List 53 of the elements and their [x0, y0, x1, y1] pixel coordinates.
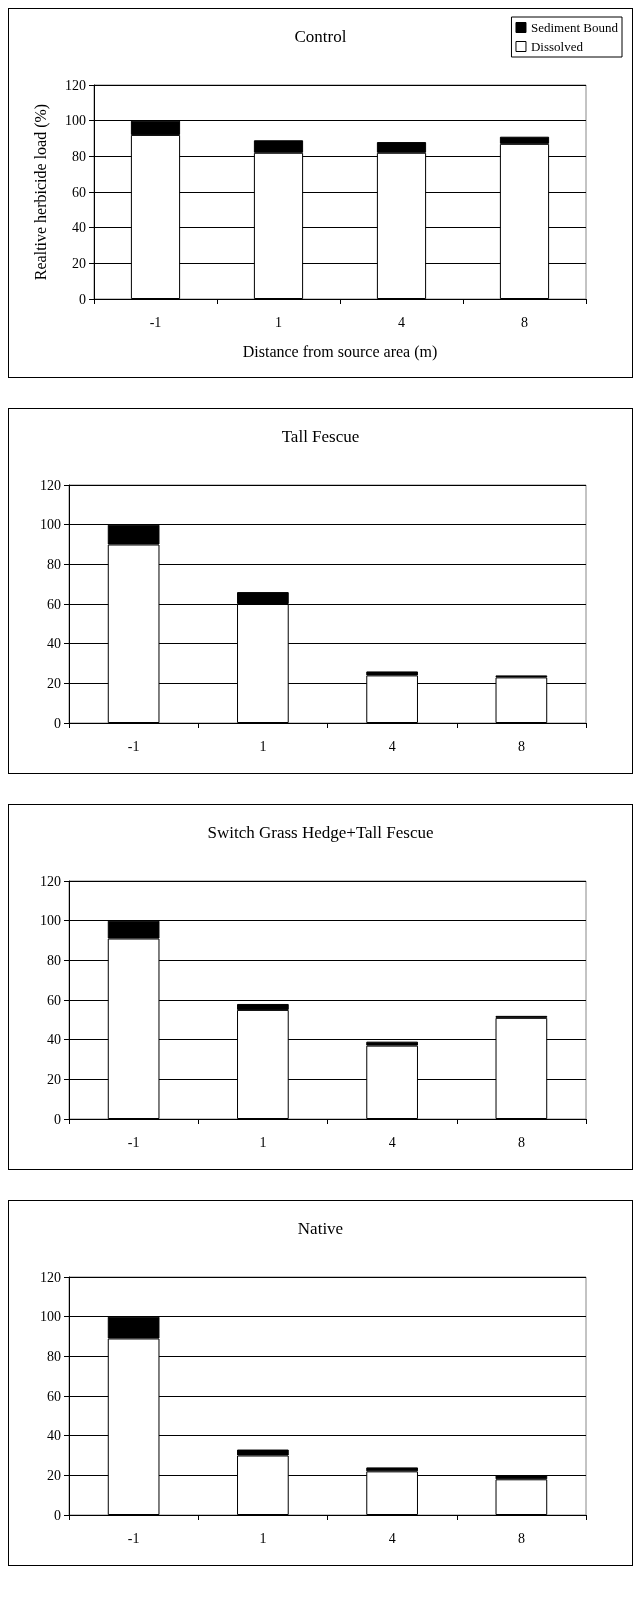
- y-tick-label: 20: [47, 1467, 61, 1483]
- chart-title: Tall Fescue: [281, 427, 360, 446]
- y-tick-label: 20: [47, 1071, 61, 1087]
- y-tick-label: 100: [40, 913, 61, 929]
- y-tick-label: 40: [72, 220, 86, 236]
- y-tick-label: 80: [47, 1348, 61, 1364]
- chart-title: Native: [297, 1219, 344, 1238]
- x-axis-title: Distance from source area (m): [242, 342, 438, 361]
- x-tick-label: 8: [517, 1530, 525, 1546]
- y-tick-label: 60: [72, 184, 86, 200]
- y-tick-label: 80: [72, 148, 86, 164]
- y-tick-label: 120: [65, 77, 86, 93]
- x-tick-label: 8: [517, 1134, 525, 1150]
- x-tick-label: 4: [388, 1530, 396, 1546]
- y-tick-label: 100: [40, 1309, 61, 1325]
- x-tick-label: 8: [517, 738, 525, 754]
- y-tick-label: 120: [40, 873, 61, 889]
- x-tick-label: 1: [275, 314, 282, 330]
- y-tick-label: 120: [40, 1269, 61, 1285]
- x-tick-label: -1: [127, 1530, 140, 1546]
- x-tick-label: 4: [388, 1134, 396, 1150]
- chart-title: Control: [294, 27, 347, 46]
- y-tick-label: 60: [47, 1388, 61, 1404]
- y-tick-label: 120: [40, 477, 61, 493]
- y-tick-label: 80: [47, 952, 61, 968]
- y-tick-label: 40: [47, 1428, 61, 1444]
- legend-label: Dissolved: [530, 39, 584, 54]
- y-tick-label: 40: [47, 636, 61, 652]
- y-tick-label: 60: [47, 992, 61, 1008]
- y-tick-label: 0: [79, 291, 86, 307]
- y-tick-label: 20: [72, 255, 86, 271]
- y-axis-title: Realtive herbicide load (%): [31, 103, 50, 281]
- x-tick-label: 4: [388, 738, 396, 754]
- chart-title: Switch Grass Hedge+Tall Fescue: [207, 823, 434, 842]
- x-tick-label: 4: [398, 314, 405, 330]
- x-tick-label: 1: [259, 738, 267, 754]
- y-tick-label: 60: [47, 596, 61, 612]
- y-tick-label: 0: [54, 715, 61, 731]
- x-tick-label: 1: [259, 1134, 267, 1150]
- y-tick-label: 0: [54, 1507, 61, 1523]
- x-tick-label: 1: [259, 1530, 267, 1546]
- x-tick-label: -1: [127, 1134, 140, 1150]
- legend-label: Sediment Bound: [530, 20, 619, 35]
- y-tick-label: 20: [47, 675, 61, 691]
- y-tick-label: 40: [47, 1032, 61, 1048]
- y-tick-label: 100: [65, 113, 86, 129]
- x-tick-label: -1: [149, 314, 162, 330]
- y-tick-label: 0: [54, 1111, 61, 1127]
- x-tick-label: 8: [521, 314, 528, 330]
- bar: [495, 1479, 548, 1515]
- y-tick-label: 100: [40, 517, 61, 533]
- x-tick-label: -1: [127, 738, 140, 754]
- y-tick-label: 80: [47, 556, 61, 572]
